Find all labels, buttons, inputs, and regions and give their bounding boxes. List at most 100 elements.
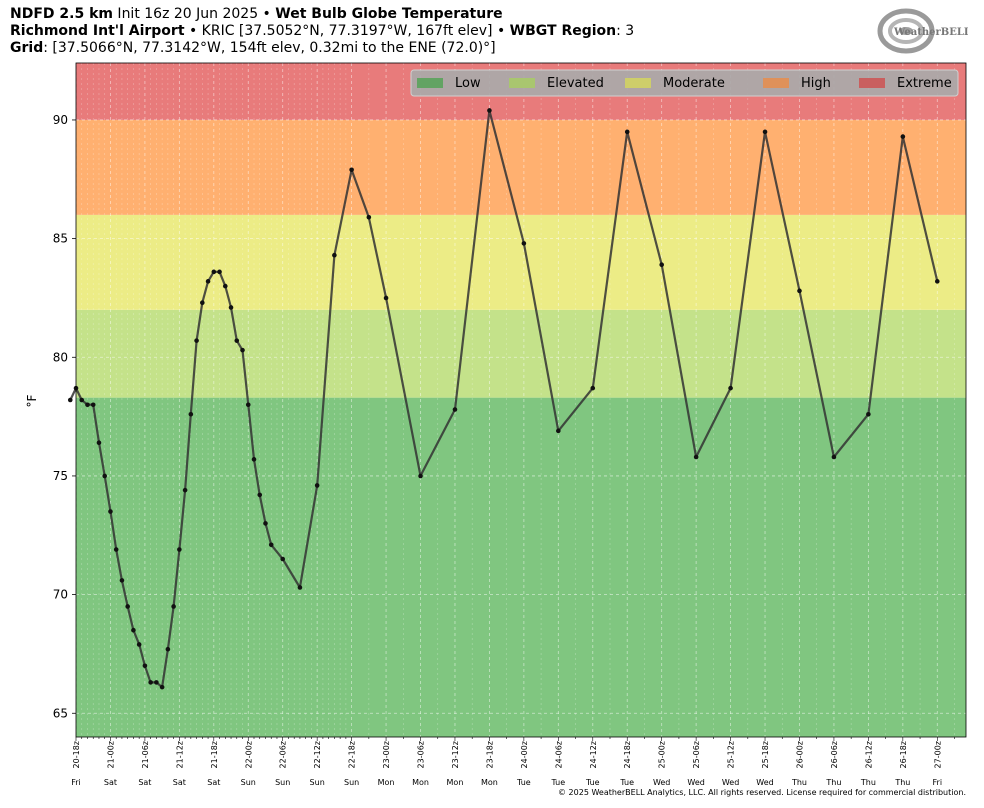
data-point bbox=[194, 338, 199, 343]
legend-swatch-elevated bbox=[509, 78, 535, 88]
legend-label-low: Low bbox=[455, 76, 481, 91]
x-day-label: Thu bbox=[825, 778, 841, 787]
data-point bbox=[624, 129, 630, 135]
x-tick-label: 21-18z bbox=[210, 741, 219, 768]
data-point bbox=[234, 338, 240, 343]
data-point bbox=[182, 487, 188, 493]
x-day-label: Sat bbox=[173, 778, 186, 787]
station-details: • KRIC [37.5052°N, 77.3197°W, 167ft elev… bbox=[184, 23, 510, 39]
x-tick-label: 20-18z bbox=[72, 741, 81, 768]
wbgt-series bbox=[67, 108, 940, 690]
data-point bbox=[314, 483, 320, 488]
legend-box bbox=[410, 69, 959, 97]
init-time: Init 16z 20 Jun 2025 • bbox=[112, 6, 276, 22]
data-point bbox=[349, 167, 354, 173]
x-day-label: Tue bbox=[550, 778, 565, 787]
x-tick-label: 25-00z bbox=[658, 741, 667, 768]
data-point bbox=[125, 604, 130, 609]
data-point bbox=[762, 129, 768, 135]
logo-text: WeatherBELL bbox=[893, 27, 968, 38]
x-day-label: Mon bbox=[481, 778, 498, 787]
x-tick-label: 22-06z bbox=[279, 741, 288, 768]
data-point bbox=[268, 542, 274, 548]
x-tick-label: 24-06z bbox=[554, 741, 563, 768]
legend-swatch-extreme bbox=[859, 78, 885, 88]
data-point bbox=[154, 680, 159, 685]
x-tick-label: 24-18z bbox=[623, 741, 632, 768]
x-tick-label: 22-18z bbox=[348, 741, 357, 768]
x-day-label: Sat bbox=[207, 778, 220, 787]
x-day-label: Sun bbox=[275, 778, 290, 787]
x-day-label: Tue bbox=[516, 778, 531, 787]
data-point bbox=[693, 454, 699, 460]
weatherbell-swirl-logo-icon: WeatherBELL bbox=[877, 8, 968, 54]
data-point bbox=[383, 295, 389, 301]
x-day-label: Mon bbox=[447, 778, 464, 787]
legend-label-elevated: Elevated bbox=[547, 76, 604, 91]
band-high bbox=[76, 119, 966, 215]
legend-label-extreme: Extreme bbox=[897, 76, 952, 91]
x-tick-label: 22-12z bbox=[313, 741, 322, 768]
data-point bbox=[142, 663, 148, 669]
data-point bbox=[108, 509, 113, 514]
x-tick-label: 26-06z bbox=[830, 741, 839, 768]
data-point bbox=[200, 300, 205, 305]
x-day-label: Sun bbox=[241, 778, 256, 787]
grid-label: Grid bbox=[10, 40, 44, 56]
header-line-2: Richmond Int'l Airport • KRIC [37.5052°N… bbox=[10, 23, 634, 40]
legend-swatch-moderate bbox=[625, 78, 651, 88]
data-point bbox=[211, 269, 217, 275]
data-point bbox=[900, 134, 906, 139]
x-day-label: Fri bbox=[933, 778, 943, 787]
station-name: Richmond Int'l Airport bbox=[10, 23, 185, 39]
band-low bbox=[76, 397, 966, 737]
risk-bands bbox=[76, 63, 966, 737]
data-point bbox=[159, 684, 165, 690]
data-point bbox=[728, 385, 733, 391]
data-point bbox=[67, 397, 73, 403]
band-elevated bbox=[76, 309, 966, 398]
data-point bbox=[228, 305, 234, 310]
x-day-label: Sat bbox=[138, 778, 151, 787]
x-tick-label: 21-00z bbox=[106, 741, 115, 768]
data-point bbox=[131, 627, 136, 633]
data-point bbox=[188, 411, 194, 417]
data-point bbox=[332, 252, 337, 258]
x-tick-label: 26-00z bbox=[795, 741, 804, 768]
data-point bbox=[148, 680, 153, 685]
data-point bbox=[113, 547, 119, 552]
x-tick-label: 21-06z bbox=[141, 741, 150, 768]
y-tick-label: 90 bbox=[53, 113, 68, 127]
data-point bbox=[866, 411, 871, 417]
legend-label-moderate: Moderate bbox=[663, 76, 725, 91]
data-point bbox=[263, 521, 268, 526]
x-tick-label: 23-00z bbox=[382, 741, 391, 768]
x-day-label: Thu bbox=[860, 778, 876, 787]
x-day-label: Wed bbox=[653, 778, 670, 787]
data-point bbox=[934, 279, 940, 284]
y-tick-label: 70 bbox=[53, 588, 68, 602]
data-point bbox=[831, 454, 837, 460]
x-day-label: Wed bbox=[756, 778, 773, 787]
data-point bbox=[205, 279, 211, 284]
x-tick-label: 26-18z bbox=[899, 741, 908, 768]
y-tick-label: 80 bbox=[53, 350, 68, 364]
data-point bbox=[257, 492, 263, 498]
data-point bbox=[487, 108, 492, 113]
model-name: NDFD 2.5 km bbox=[10, 6, 113, 22]
x-tick-label: 23-18z bbox=[485, 741, 494, 768]
data-point bbox=[366, 214, 372, 220]
data-point bbox=[85, 402, 90, 408]
x-day-label: Sat bbox=[104, 778, 117, 787]
data-point bbox=[659, 262, 664, 268]
plot-frame bbox=[75, 62, 967, 738]
axes: 65 70 75 80 85 90 20-18z Fri 21-00z Sat 21-06z Sat 2… bbox=[53, 62, 967, 787]
data-point bbox=[418, 473, 423, 479]
data-point bbox=[136, 642, 142, 647]
data-point bbox=[521, 241, 527, 246]
data-point bbox=[240, 347, 245, 353]
legend-swatch-high bbox=[763, 78, 789, 88]
legend-label-high: High bbox=[801, 76, 831, 91]
x-tick-label: 23-06z bbox=[417, 741, 426, 768]
data-point bbox=[217, 269, 222, 275]
